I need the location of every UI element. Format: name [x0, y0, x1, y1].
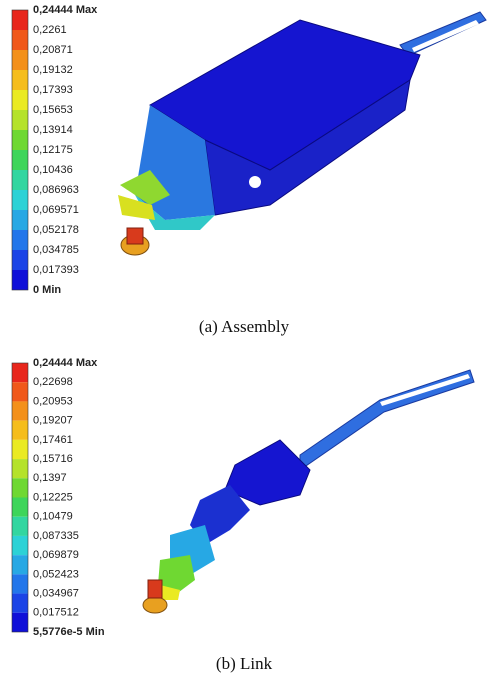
assembly-model	[118, 12, 486, 255]
legend-label: 0,052423	[33, 568, 79, 580]
legend-band	[12, 382, 28, 401]
caption: (b) Link	[216, 654, 273, 673]
figure: 0,24444 Max 0,2261 0,20871 0,19132 0,17393 0,…	[0, 0, 489, 689]
legend-band	[12, 613, 28, 632]
legend-label: 0,069879	[33, 549, 79, 561]
legend-band	[12, 150, 28, 170]
link-model	[143, 370, 474, 613]
legend-band	[12, 574, 28, 593]
legend-band	[12, 517, 28, 536]
legend-band	[12, 210, 28, 230]
legend-label: 0,19132	[33, 64, 73, 76]
legend-label: 0,24444 Max	[33, 357, 98, 369]
legend-label: 0,086963	[33, 184, 79, 196]
caption: (a) Assembly	[199, 317, 290, 336]
legend-label: 0,15716	[33, 453, 73, 465]
legend-band	[12, 555, 28, 574]
legend-label: 0,017512	[33, 607, 79, 619]
legend-label: 0,1397	[33, 472, 67, 484]
legend-label: 0,22698	[33, 376, 73, 388]
legend-label: 0,10479	[33, 511, 73, 523]
legend-label: 0,2261	[33, 24, 67, 36]
legend-band	[12, 459, 28, 478]
legend-band	[12, 270, 28, 290]
legend-label: 0,017393	[33, 264, 79, 276]
legend-band	[12, 110, 28, 130]
legend-label: 0 Min	[33, 284, 61, 296]
legend-band	[12, 230, 28, 250]
legend-label: 0,15653	[33, 104, 73, 116]
legend-label: 0,20871	[33, 44, 73, 56]
legend-band	[12, 401, 28, 420]
legend-band	[12, 70, 28, 90]
legend-label: 0,069571	[33, 204, 79, 216]
legend-label: 0,17461	[33, 434, 73, 446]
legend-band	[12, 130, 28, 150]
legend-label: 0,17393	[33, 84, 73, 96]
legend-band	[12, 50, 28, 70]
legend-label: 5,5776e-5 Min	[33, 626, 105, 638]
legend-band	[12, 498, 28, 517]
legend-band	[12, 363, 28, 382]
legend-label: 0,034785	[33, 244, 79, 256]
legend-label: 0,24444 Max	[33, 4, 98, 16]
legend-band	[12, 30, 28, 50]
legend-band	[12, 478, 28, 497]
legend-label: 0,034967	[33, 587, 79, 599]
legend-label: 0,13914	[33, 124, 73, 136]
legend-band	[12, 190, 28, 210]
legend-band	[12, 440, 28, 459]
legend-label: 0,20953	[33, 395, 73, 407]
legend-label: 0,087335	[33, 530, 79, 542]
legend-band	[12, 594, 28, 613]
legend-band	[12, 536, 28, 555]
legend-label: 0,10436	[33, 164, 73, 176]
legend-label: 0,19207	[33, 415, 73, 427]
legend-label: 0,052178	[33, 224, 79, 236]
legend-band	[12, 90, 28, 110]
legend-band	[12, 421, 28, 440]
legend-label: 0,12175	[33, 144, 73, 156]
legend-band	[12, 250, 28, 270]
figure-canvas: 0,24444 Max 0,2261 0,20871 0,19132 0,17393 0,…	[0, 0, 489, 689]
legend-band	[12, 10, 28, 30]
legend-label: 0,12225	[33, 491, 73, 503]
legend-band	[12, 170, 28, 190]
